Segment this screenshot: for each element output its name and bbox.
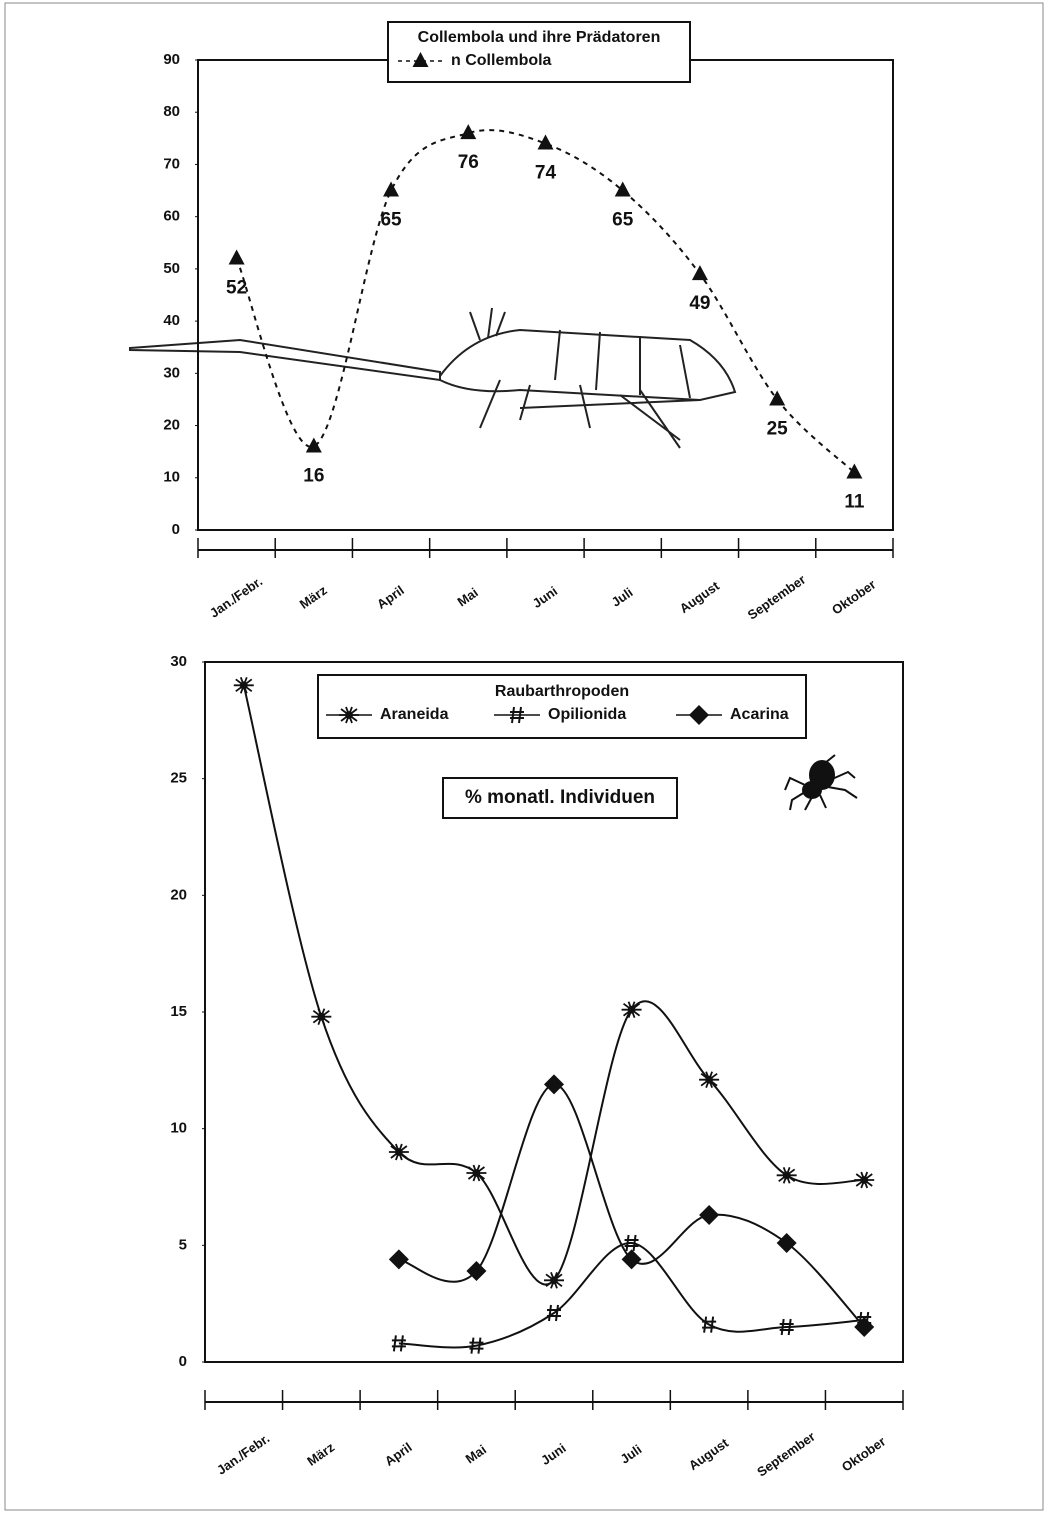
y-tick-label: 30 (163, 364, 180, 381)
x-tick-label: Oktober (829, 577, 878, 618)
x-tick-label: April (374, 582, 407, 611)
marker-diamond (544, 1074, 564, 1094)
marker-spider (466, 1165, 486, 1181)
marker-spider (699, 1072, 719, 1088)
y-tick-label: 40 (163, 312, 180, 329)
x-tick-label: Juni (538, 1440, 569, 1468)
legend-label: Acarina (730, 706, 789, 723)
data-label: 76 (458, 152, 479, 173)
data-label: 65 (380, 210, 402, 231)
x-tick-label: April (382, 1439, 415, 1468)
plot-frame (205, 662, 903, 1362)
plot-frame (198, 60, 893, 530)
marker-triangle (229, 249, 245, 264)
x-tick-label: Jan./Febr. (214, 1431, 272, 1478)
legend-label: Opilionida (548, 706, 626, 723)
x-tick-label: Oktober (839, 1434, 888, 1475)
y-tick-label: 15 (170, 1003, 187, 1020)
marker-spider (311, 1009, 331, 1025)
y-tick-label: 10 (163, 469, 180, 486)
chart-title: Collembola und ihre Prädatoren (418, 29, 661, 46)
marker-triangle (615, 182, 631, 197)
annotation: % monatl. Individuen (465, 787, 655, 808)
collembola-icon (130, 308, 735, 448)
series-line (244, 685, 864, 1284)
marker-spider (389, 1144, 409, 1160)
data-label: 16 (303, 465, 324, 486)
marker-spider (854, 1172, 874, 1188)
y-tick-label: 5 (179, 1236, 187, 1253)
marker-triangle (306, 437, 322, 452)
data-label: 74 (535, 163, 557, 184)
x-tick-label: September (754, 1429, 818, 1480)
x-tick-label: Juli (609, 585, 636, 610)
x-tick-label: August (677, 578, 723, 616)
page-frame (5, 3, 1043, 1510)
x-tick-label: Mai (463, 1442, 489, 1467)
x-tick-label: Juni (530, 583, 561, 611)
marker-diamond (777, 1233, 797, 1253)
data-label: 49 (689, 293, 710, 314)
y-tick-label: 70 (163, 155, 180, 172)
marker-spider (544, 1272, 564, 1288)
y-tick-label: 10 (170, 1120, 187, 1137)
y-tick-label: 30 (170, 653, 187, 670)
x-tick-label: September (745, 572, 809, 623)
x-tick-label: März (297, 582, 330, 612)
legend-label: n Collembola (451, 52, 552, 69)
y-tick-label: 25 (170, 770, 187, 787)
y-tick-label: 50 (163, 260, 180, 277)
y-tick-label: 90 (163, 51, 180, 68)
x-tick-label: Jan./Febr. (207, 574, 265, 621)
series-line (399, 1084, 864, 1327)
marker-spider (234, 677, 254, 693)
marker-spider (622, 1002, 642, 1018)
y-tick-label: 20 (170, 886, 187, 903)
x-tick-label: Mai (454, 585, 480, 610)
y-tick-label: 20 (163, 417, 180, 434)
marker-triangle (846, 464, 862, 479)
x-tick-label: Juli (617, 1442, 644, 1467)
legend-title: Raubarthropoden (495, 683, 629, 700)
y-tick-label: 0 (179, 1353, 187, 1370)
page: 0102030405060708090Jan./Febr.MärzAprilMa… (0, 0, 1048, 1513)
y-tick-label: 0 (172, 521, 180, 538)
marker-diamond (389, 1249, 409, 1269)
legend-label: Araneida (380, 706, 449, 723)
data-label: 52 (226, 277, 247, 298)
x-tick-label: März (304, 1439, 337, 1469)
marker-triangle (383, 182, 399, 197)
spider-icon (785, 755, 857, 810)
data-label: 11 (844, 492, 865, 513)
data-label: 65 (612, 210, 634, 231)
marker-diamond (699, 1205, 719, 1225)
x-tick-label: August (686, 1435, 732, 1473)
y-tick-label: 80 (163, 103, 180, 120)
marker-spider (777, 1167, 797, 1183)
marker-diamond (622, 1249, 642, 1269)
y-tick-label: 60 (163, 208, 180, 225)
data-label: 25 (767, 418, 789, 439)
